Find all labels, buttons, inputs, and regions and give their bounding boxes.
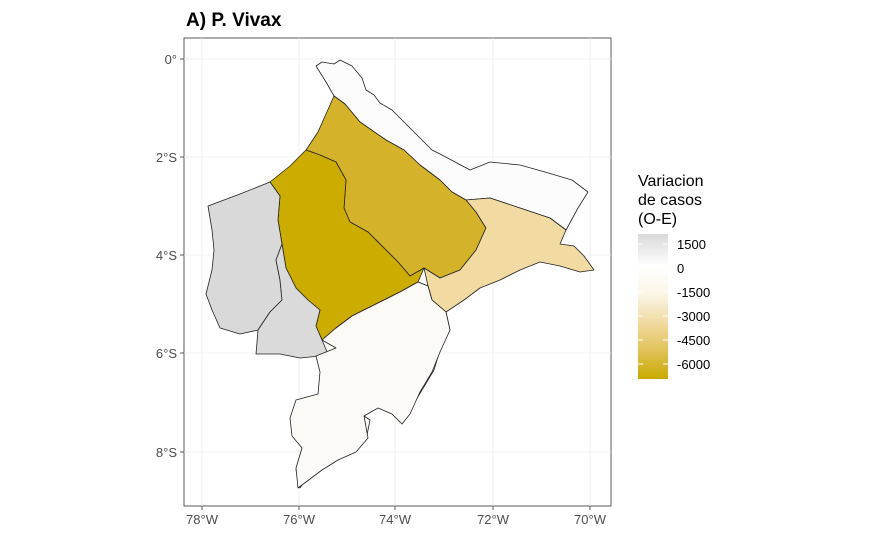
y-tick-label: 8°S — [156, 445, 177, 460]
region-south-body — [289, 281, 451, 489]
legend-title-line: Variacion — [638, 173, 704, 190]
region-southwest — [255, 243, 337, 359]
x-tick-label: 74°W — [379, 512, 412, 527]
legend-label: -3000 — [677, 309, 710, 324]
legend-title-line: de casos — [638, 192, 702, 209]
y-tick-label: 2°S — [156, 150, 177, 165]
legend-label: -4500 — [677, 333, 710, 348]
legend-label: -6000 — [677, 357, 710, 372]
x-tick-label: 78°W — [186, 512, 219, 527]
x-tick-label: 72°W — [477, 512, 510, 527]
legend-label: 1500 — [677, 237, 706, 252]
y-tick-label: 4°S — [156, 248, 177, 263]
map-title: A) P. Vivax — [186, 10, 282, 31]
x-tick-label: 70°W — [574, 512, 607, 527]
y-tick-label: 0° — [165, 52, 177, 67]
legend-colorbar — [638, 234, 668, 379]
legend-title-line: (O-E) — [638, 211, 677, 228]
axis-ticks — [180, 58, 591, 510]
x-tick-label: 76°W — [283, 512, 316, 527]
y-tick-label: 6°S — [156, 346, 177, 361]
legend-label: 0 — [677, 261, 684, 276]
legend-label: -1500 — [677, 285, 710, 300]
region-east — [423, 197, 595, 313]
legend: Variacion de casos (O-E) 1500 0 -1500 -3… — [638, 173, 710, 379]
regions — [205, 59, 595, 489]
